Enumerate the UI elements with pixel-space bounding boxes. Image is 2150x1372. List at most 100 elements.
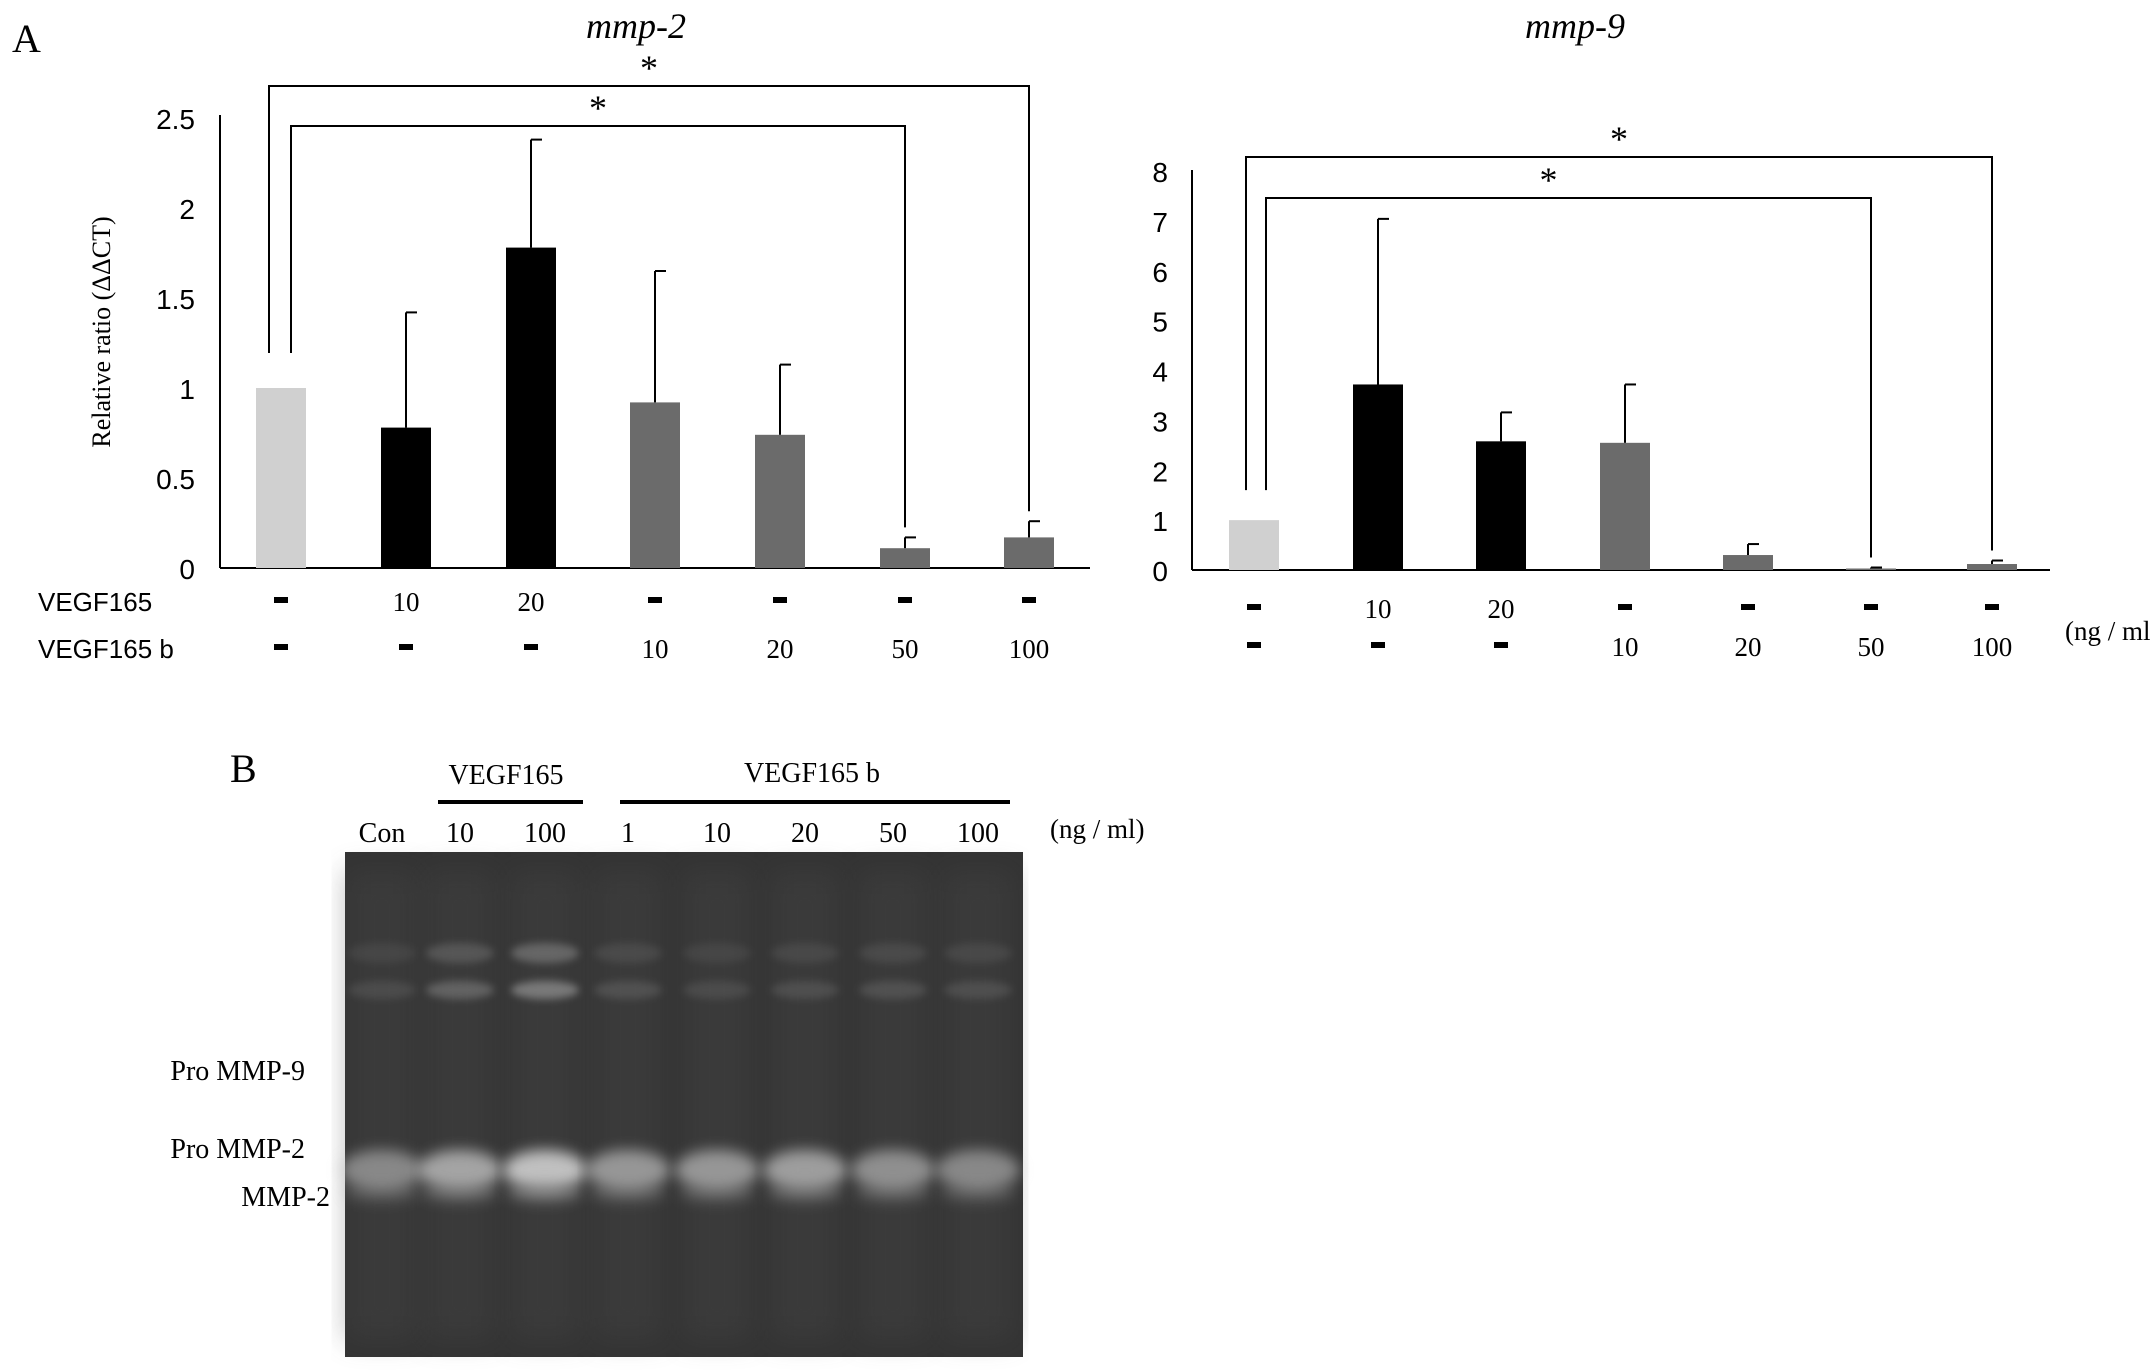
gel-lane xyxy=(675,870,759,1340)
mmp9-y-tick-label: 3 xyxy=(1152,406,1168,437)
mmp2-bar xyxy=(381,427,431,568)
mmp2-treatment-rows: 10 20 10 20 50 100 xyxy=(274,587,1049,664)
mmp2-significance-star: * xyxy=(640,48,658,88)
mmp2-vegf165-dose: 10 xyxy=(393,587,420,617)
gel-band-upper xyxy=(594,943,662,963)
gel-band-high xyxy=(944,981,1012,999)
gel-band-high xyxy=(683,981,751,999)
mmp9-vegf165b-dash xyxy=(1371,642,1385,648)
gel-band-pro-mmp2 xyxy=(675,1150,759,1190)
gel-band-pro-mmp2 xyxy=(503,1150,587,1190)
gel-lane xyxy=(418,870,502,1340)
mmp9-vegf165-dash xyxy=(1864,604,1878,610)
mmp9-vegf165b-dose: 20 xyxy=(1735,632,1762,662)
mmp9-y-tick-label: 5 xyxy=(1152,307,1168,338)
mmp2-bar xyxy=(256,388,306,568)
mmp9-significance-bracket xyxy=(1245,156,1993,551)
mmp2-y-tick-label: 2.5 xyxy=(156,104,195,135)
gel-lane-smear xyxy=(857,870,929,1340)
mmp9-bar xyxy=(1229,520,1279,570)
gel-lane-label: 20 xyxy=(791,818,819,849)
mmp9-y-tick-label: 8 xyxy=(1152,157,1168,188)
mmp9-y-tick-label: 7 xyxy=(1152,207,1168,238)
gel-lane-smear xyxy=(509,870,581,1340)
mmp9-bar xyxy=(1967,564,2017,570)
mmp2-y-tick-label: 1 xyxy=(179,374,195,405)
gel-unit-label: (ng / ml) xyxy=(1050,814,1145,844)
mmp2-y-tick-label: 2 xyxy=(179,194,195,225)
mmp2-vegf165-dash xyxy=(274,597,288,603)
mmp2-vegf165b-dose: 20 xyxy=(767,634,794,664)
gel-band-upper xyxy=(511,943,579,963)
mmp9-chart-title: mmp-9 xyxy=(1525,6,1625,46)
panel-a-label: A xyxy=(12,16,41,61)
mmp2-y-ticks: 0 0.5 1 1.5 2 2.5 xyxy=(156,104,195,585)
gel-lane-label: 1 xyxy=(621,818,635,849)
mmp2-vegf165-dash xyxy=(773,597,787,603)
band-label-pro-mmp2: Pro MMP-2 xyxy=(170,1134,305,1165)
gel-band-upper xyxy=(859,943,927,963)
mmp2-vegf165-dash xyxy=(1022,597,1036,603)
band-label-mmp2: MMP-2 xyxy=(241,1182,330,1213)
mmp2-bar xyxy=(1004,537,1054,568)
band-label-pro-mmp9: Pro MMP-9 xyxy=(170,1056,305,1087)
mmp2-y-tick-label: 1.5 xyxy=(156,284,195,315)
mmp2-significance: ** xyxy=(268,48,1030,528)
gel-band-mmp2 xyxy=(344,1182,420,1202)
gel-band-pro-mmp2 xyxy=(936,1150,1020,1190)
mmp9-vegf165b-dose: 50 xyxy=(1858,632,1885,662)
mmp9-vegf165b-dose: 10 xyxy=(1612,632,1639,662)
mmp2-vegf165-dash xyxy=(648,597,662,603)
mmp9-vegf165-dose: 10 xyxy=(1365,594,1392,624)
gel-lanes xyxy=(340,870,1020,1340)
gel-band-pro-mmp2 xyxy=(851,1150,935,1190)
panel-b-label: B xyxy=(230,746,257,791)
mmp9-unit-label: (ng / ml) xyxy=(2065,616,2150,646)
gel-band-high xyxy=(348,981,416,999)
mmp2-vegf165b-dose: 50 xyxy=(892,634,919,664)
gel-lane-smear xyxy=(942,870,1014,1340)
gel-band-upper xyxy=(426,943,494,963)
gel-band-mmp2 xyxy=(590,1182,666,1202)
mmp9-bar xyxy=(1600,442,1650,570)
gel-band-pro-mmp2 xyxy=(763,1150,847,1190)
mmp9-significance-bracket xyxy=(1265,197,1872,558)
mmp9-vegf165b-dash xyxy=(1494,642,1508,648)
gel-band-high xyxy=(511,981,579,999)
gel-lane-smear xyxy=(424,870,496,1340)
mmp9-y-tick-label: 4 xyxy=(1152,357,1168,388)
gel-band-mmp2 xyxy=(767,1182,843,1202)
mmp9-significance-star: * xyxy=(1610,119,1628,159)
gel-lane-labels: Con 10 100 1 10 20 50 100 xyxy=(359,818,999,849)
mmp9-y-tick-label: 2 xyxy=(1152,456,1168,487)
gel-band-high xyxy=(594,981,662,999)
gel-lane-smear xyxy=(592,870,664,1340)
mmp2-y-tick-label: 0.5 xyxy=(156,464,195,495)
gel-group2-label: VEGF165 b xyxy=(744,758,880,789)
mmp9-bar xyxy=(1723,555,1773,570)
mmp9-vegf165-dash xyxy=(1618,604,1632,610)
gel-lane xyxy=(503,870,587,1340)
gel-band-upper xyxy=(944,943,1012,963)
gel-band-high xyxy=(426,981,494,999)
mmp2-chart: mmp-2 Relative ratio (ΔΔCT) 0 0.5 1 1.5 2 2.5… xyxy=(38,6,1090,664)
mmp2-bar xyxy=(506,247,556,568)
gel-lane xyxy=(763,870,847,1340)
gel-lane-label: 10 xyxy=(703,818,731,849)
gel-group1-label: VEGF165 xyxy=(448,760,563,791)
gel-lane-smear xyxy=(346,870,418,1340)
mmp2-significance-bracket xyxy=(290,125,906,528)
mmp9-vegf165-dash xyxy=(1985,604,1999,610)
gel-zymography: VEGF165 VEGF165 b Con 10 100 1 10 20 50 100 (ng… xyxy=(170,758,1145,1357)
gel-lane xyxy=(851,870,935,1340)
gel-band-high xyxy=(859,981,927,999)
gel-band-high xyxy=(771,981,839,999)
mmp2-bar xyxy=(755,434,805,568)
mmp9-bar xyxy=(1476,441,1526,570)
vegf165-row-label: VEGF165 xyxy=(38,587,152,617)
mmp9-bar xyxy=(1353,384,1403,570)
mmp2-y-axis-label: Relative ratio (ΔΔCT) xyxy=(87,216,116,447)
mmp2-bars xyxy=(256,138,1054,568)
